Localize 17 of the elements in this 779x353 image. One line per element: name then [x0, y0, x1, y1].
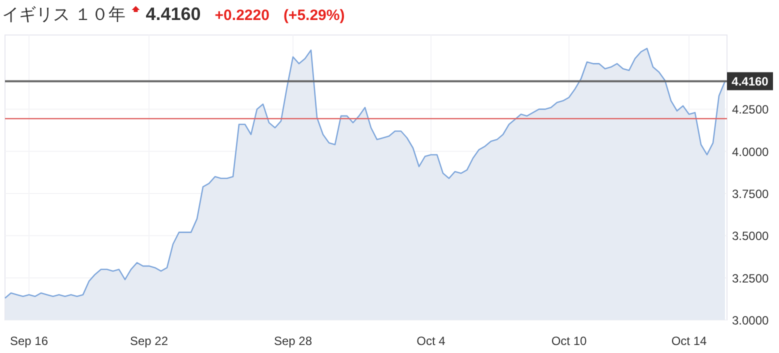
y-tick-label: 3.2500: [732, 271, 770, 286]
x-tick-label: Sep 22: [130, 334, 168, 348]
y-tick-label: 3.0000: [732, 314, 770, 328]
text: (+5.29%): [283, 7, 345, 24]
ref-line-label: 4.4160: [732, 74, 769, 89]
x-tick-label: Oct 14: [671, 334, 707, 348]
x-tick-label: Sep 16: [10, 334, 48, 348]
y-tick-label: 3.5000: [732, 229, 770, 244]
text: 4.4160: [146, 4, 201, 24]
y-tick-label: 4.2500: [732, 102, 770, 117]
y-tick-label: 4.0000: [732, 144, 770, 159]
x-tick-label: Oct 10: [551, 334, 587, 348]
x-tick-label: Sep 28: [274, 334, 312, 348]
text: +0.2220: [214, 7, 270, 24]
chart-title: イギリス １０年: [2, 5, 126, 24]
x-tick-label: Oct 4: [416, 334, 446, 348]
y-tick-label: 3.7500: [732, 187, 770, 202]
